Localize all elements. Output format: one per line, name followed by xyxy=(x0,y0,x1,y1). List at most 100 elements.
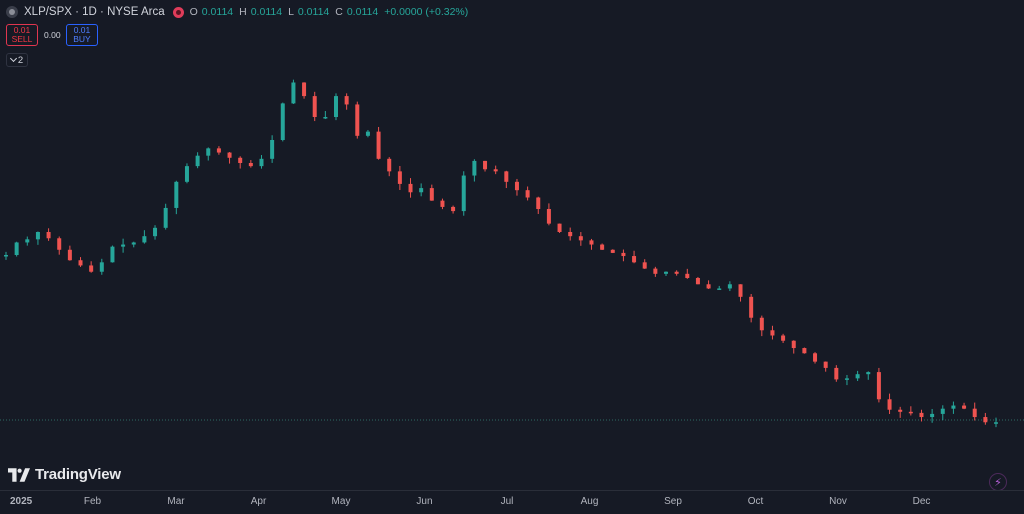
candle-body xyxy=(184,166,189,182)
spread-value: 0.00 xyxy=(44,30,61,40)
candle-body xyxy=(706,284,711,289)
brand-name: TradingView xyxy=(35,466,121,483)
x-axis: 2025 Feb Mar Apr May Jun Jul Aug Sep Oct Nov Dec xyxy=(0,490,1024,508)
candle-body xyxy=(514,181,519,191)
candle-body xyxy=(387,158,392,172)
candle-body xyxy=(610,249,615,253)
candle-body xyxy=(972,408,977,418)
candle-body xyxy=(312,96,317,117)
candle-body xyxy=(568,232,573,237)
candle-body xyxy=(397,171,402,184)
ohlc-close-key: C xyxy=(335,6,343,18)
candle-body xyxy=(216,148,221,153)
candle-body xyxy=(695,278,700,285)
buy-label: BUY xyxy=(73,34,91,44)
candle-body xyxy=(919,412,924,418)
x-tick-label: Aug xyxy=(581,496,599,507)
ohlc-high-key: H xyxy=(239,6,247,18)
candle-body xyxy=(781,335,786,341)
ohlc-close-value: 0.0114 xyxy=(346,6,379,18)
x-tick-label: Dec xyxy=(913,496,931,507)
candle-body xyxy=(578,236,583,241)
candle-body xyxy=(429,188,434,201)
candle-body xyxy=(280,103,285,140)
candle-body xyxy=(557,223,562,232)
candle-body xyxy=(749,296,754,318)
symbol-header: XLP/SPX · 1D · NYSE Arca O 0.0114 H 0.0114… xyxy=(6,3,470,21)
candle-body xyxy=(589,240,594,245)
x-tick-label: Apr xyxy=(251,496,267,507)
symbol-icon[interactable] xyxy=(6,6,18,18)
candle-body xyxy=(238,157,243,163)
x-tick-label: Mar xyxy=(167,496,185,507)
candle-body xyxy=(632,256,637,263)
candle-body xyxy=(163,207,168,228)
price-chart[interactable] xyxy=(0,0,1024,490)
x-tick-label: Jun xyxy=(416,496,432,507)
candle-body xyxy=(898,409,903,412)
ohlc-readout: O 0.0114 H 0.0114 L 0.0114 C 0.0114 +0.0000 … xyxy=(190,6,471,18)
candle-body xyxy=(376,131,381,159)
candle-body xyxy=(174,181,179,208)
candle-body xyxy=(302,82,307,97)
candle-body xyxy=(227,152,232,158)
candle-body xyxy=(46,232,51,239)
candle-body xyxy=(536,197,541,209)
candle-body xyxy=(419,188,424,193)
candle-body xyxy=(259,158,264,167)
x-tick-label: Feb xyxy=(84,496,102,507)
candle-body xyxy=(685,273,690,278)
candles-group xyxy=(4,79,998,428)
indicators-toggle-button[interactable]: 2 xyxy=(6,53,28,67)
buy-button[interactable]: 0.01 BUY xyxy=(66,24,98,46)
ohlc-low-value: 0.0114 xyxy=(297,6,330,18)
ohlc-open-key: O xyxy=(189,6,198,18)
candle-body xyxy=(78,260,83,266)
x-tick-label: Jul xyxy=(501,496,514,507)
candle-body xyxy=(89,265,94,272)
lightning-icon[interactable]: ⚡ xyxy=(989,473,1007,491)
candle-body xyxy=(14,242,19,255)
candle-body xyxy=(951,405,956,409)
sell-label: SELL xyxy=(11,34,33,44)
candle-body xyxy=(887,399,892,410)
candle-body xyxy=(334,96,338,117)
candle-body xyxy=(493,169,498,172)
candle-body xyxy=(802,348,807,354)
candle-body xyxy=(99,262,104,272)
symbol-title[interactable]: XLP/SPX · 1D · NYSE Arca xyxy=(24,6,165,18)
candle-body xyxy=(365,131,370,136)
candle-body xyxy=(600,244,605,250)
candle-body xyxy=(844,378,849,380)
ohlc-low-key: L xyxy=(288,6,294,18)
candle-body xyxy=(440,200,445,207)
x-axis-labels: 2025 Feb Mar Apr May Jun Jul Aug Sep Oct Nov Dec xyxy=(10,496,931,507)
candle-body xyxy=(727,284,732,289)
candle-body xyxy=(674,271,679,274)
candle-body xyxy=(525,190,530,198)
candle-body xyxy=(908,411,913,414)
candle-body xyxy=(472,160,477,176)
candle-body xyxy=(4,255,8,257)
candle-body xyxy=(195,155,200,167)
x-tick-label: Sep xyxy=(664,496,682,507)
indicators-count: 2 xyxy=(17,54,24,66)
candle-body xyxy=(759,317,764,331)
candle-body xyxy=(791,340,796,349)
candle-body xyxy=(67,249,72,261)
candle-body xyxy=(876,372,881,400)
ohlc-high-value: 0.0114 xyxy=(250,6,283,18)
tradingview-logo[interactable]: TradingView xyxy=(8,466,121,483)
candle-body xyxy=(546,209,551,224)
tradingview-logo-icon xyxy=(8,467,30,482)
candle-body xyxy=(664,271,668,274)
candle-body xyxy=(248,163,253,167)
candle-body xyxy=(451,206,456,212)
candle-body xyxy=(940,408,945,414)
candle-body xyxy=(813,353,818,362)
candle-body xyxy=(855,374,860,379)
x-tick-label: 2025 xyxy=(10,496,33,507)
buy-price: 0.01 xyxy=(73,25,91,35)
candle-body xyxy=(930,413,935,418)
sell-button[interactable]: 0.01 SELL xyxy=(6,24,38,46)
